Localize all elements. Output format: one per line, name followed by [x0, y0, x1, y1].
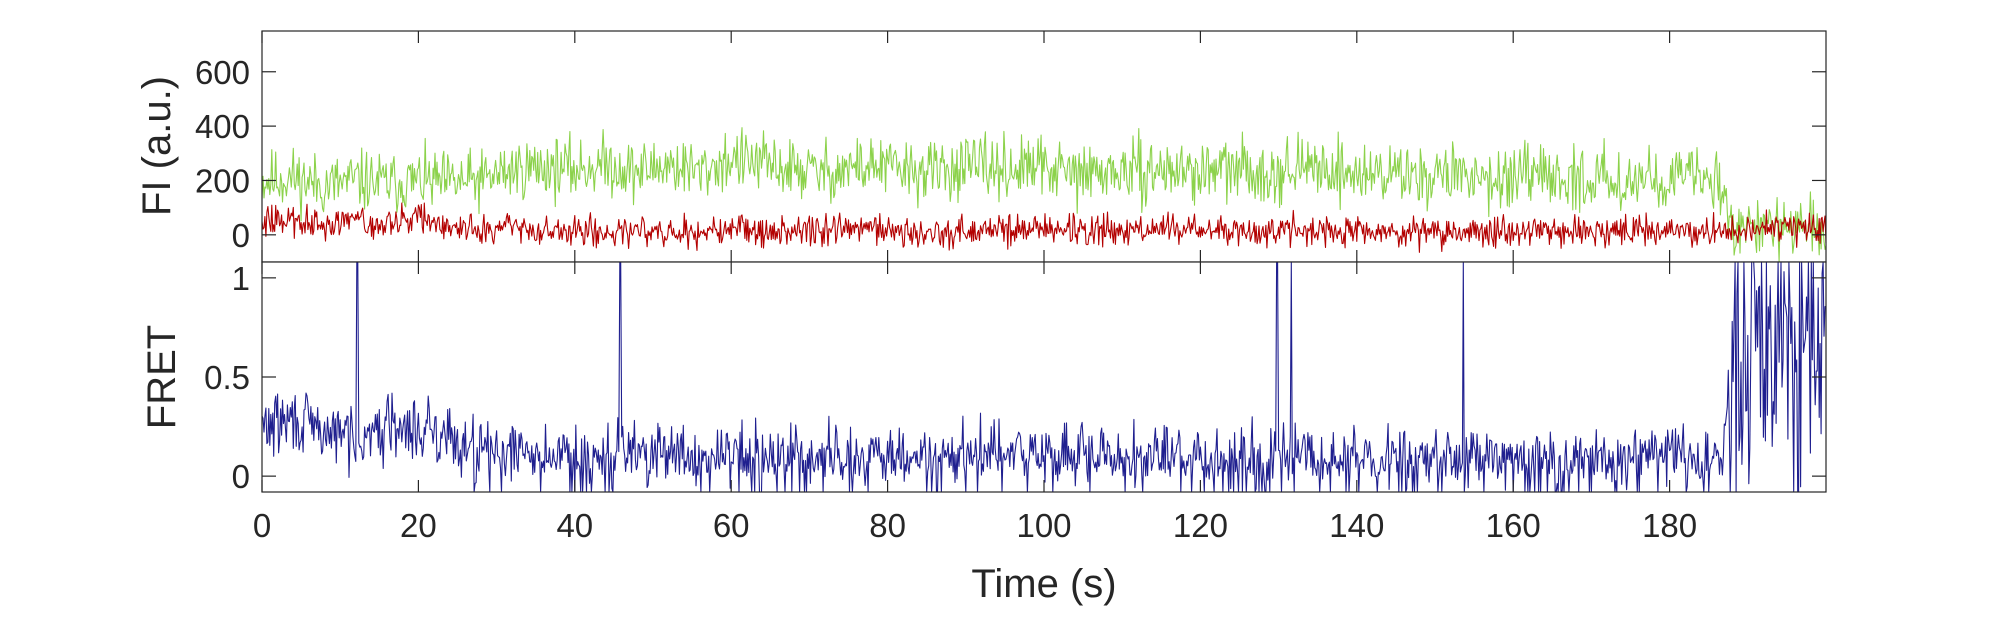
y-tick-label: 0.5	[204, 359, 250, 396]
x-tick-label: 180	[1642, 507, 1697, 544]
x-tick-label: 100	[1016, 507, 1071, 544]
y-tick-label: 200	[195, 162, 250, 199]
x-tick-label: 80	[869, 507, 906, 544]
x-tick-label: 60	[713, 507, 750, 544]
x-tick-label: 20	[400, 507, 437, 544]
acceptor-intensity-line	[261, 202, 1827, 253]
fluorescence-panel: 0 200 400 600 FI (a.u.)	[135, 30, 1827, 263]
fluorescence-ylabel: FI (a.u.)	[135, 76, 179, 216]
fret-plot-frame	[261, 261, 1827, 493]
y-tick-label: 600	[195, 54, 250, 91]
x-tick-label: 0	[253, 507, 271, 544]
fret-ylabel: FRET	[140, 325, 184, 429]
x-tick-label: 160	[1486, 507, 1541, 544]
x-tick-label: 140	[1329, 507, 1384, 544]
x-tick-label: 120	[1173, 507, 1228, 544]
y-tick-label: 400	[195, 108, 250, 145]
fret-efficiency-line	[261, 261, 1827, 493]
x-tick-label: 40	[556, 507, 593, 544]
fluorescence-plot-area	[262, 31, 1826, 262]
time-xlabel: Time (s)	[971, 562, 1116, 606]
y-tick-label: 1	[232, 260, 250, 297]
y-tick-label: 0	[232, 458, 250, 495]
y-tick-label: 0	[232, 217, 250, 254]
donor-intensity-line	[261, 127, 1827, 262]
fret-panel: 0 0.5 1 0 20 40 60 80 100 120 140 160 180 FRET Time…	[140, 260, 1827, 606]
